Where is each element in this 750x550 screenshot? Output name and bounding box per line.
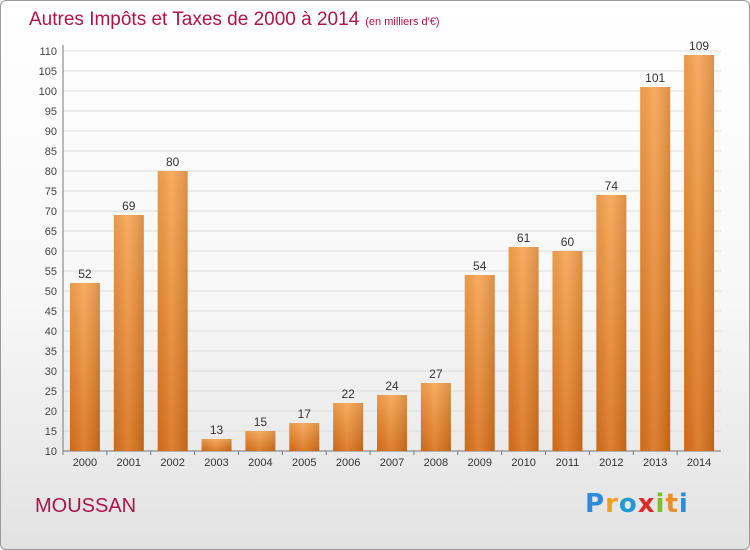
bar-shade xyxy=(552,251,583,451)
y-tick-label: 90 xyxy=(45,126,57,138)
bar-shade xyxy=(333,403,364,451)
x-tick-label: 2007 xyxy=(380,457,404,469)
data-label: 109 xyxy=(689,39,709,53)
data-label: 22 xyxy=(341,387,355,401)
commune-name: MOUSSAN xyxy=(35,495,137,517)
bar-shade xyxy=(640,87,671,451)
data-label: 80 xyxy=(166,155,180,169)
y-tick-label: 100 xyxy=(39,86,57,98)
data-label: 60 xyxy=(561,235,575,249)
y-tick-label: 20 xyxy=(45,406,57,418)
bar-shade xyxy=(69,283,100,451)
x-tick-label: 2004 xyxy=(248,457,272,469)
y-tick-label: 50 xyxy=(45,286,57,298)
y-tick-label: 55 xyxy=(45,266,57,278)
bar-shade xyxy=(420,383,451,451)
x-tick-label: 2011 xyxy=(556,457,580,469)
y-tick-label: 110 xyxy=(39,46,57,58)
x-tick-label: 2003 xyxy=(204,457,228,469)
x-tick-label: 2005 xyxy=(292,457,316,469)
x-tick-label: 2006 xyxy=(336,457,360,469)
y-tick-label: 35 xyxy=(45,346,57,358)
x-tick-label: 2013 xyxy=(643,457,667,469)
y-tick-label: 10 xyxy=(45,446,57,458)
y-tick-label: 60 xyxy=(45,246,57,258)
x-tick-label: 2010 xyxy=(511,457,535,469)
chart-unit-note: (en milliers d'€) xyxy=(365,16,440,28)
bar-shade xyxy=(684,55,715,451)
y-tick-label: 80 xyxy=(45,166,57,178)
y-tick-label: 40 xyxy=(45,326,57,338)
proxiti-logo: Proxiti xyxy=(585,489,689,519)
chart-title-text: Autres Impôts et Taxes de 2000 à 2014 xyxy=(29,9,360,30)
data-label: 52 xyxy=(78,267,92,281)
x-tick-label: 2012 xyxy=(599,457,623,469)
x-tick-label: 2002 xyxy=(160,457,184,469)
x-tick-label: 2009 xyxy=(467,457,491,469)
x-tick-label: 2014 xyxy=(687,457,711,469)
y-tick-label: 65 xyxy=(45,226,57,238)
y-tick-label: 15 xyxy=(45,426,57,438)
chart-title: Autres Impôts et Taxes de 2000 à 2014 (en… xyxy=(29,9,440,31)
y-tick-label: 95 xyxy=(45,106,57,118)
data-label: 74 xyxy=(605,179,619,193)
x-tick-label: 2000 xyxy=(73,457,97,469)
bar-shade xyxy=(289,423,320,451)
y-tick-label: 105 xyxy=(39,66,57,78)
y-tick-label: 70 xyxy=(45,206,57,218)
x-tick-label: 2008 xyxy=(424,457,448,469)
bar-shade xyxy=(201,439,232,451)
logo-letter: i xyxy=(678,489,689,519)
bar-shade xyxy=(157,171,188,451)
y-tick-label: 25 xyxy=(45,386,57,398)
logo-letter: x xyxy=(637,489,656,519)
data-label: 15 xyxy=(254,415,268,429)
logo-letter: i xyxy=(655,489,666,519)
y-tick-label: 85 xyxy=(45,146,57,158)
bar-shade xyxy=(508,247,539,451)
data-label: 69 xyxy=(122,199,136,213)
y-tick-label: 45 xyxy=(45,306,57,318)
y-tick-label: 30 xyxy=(45,366,57,378)
data-label: 24 xyxy=(385,379,399,393)
bar-shade xyxy=(245,431,276,451)
data-label: 17 xyxy=(298,407,312,421)
bar-shade xyxy=(596,195,627,451)
logo-letter: t xyxy=(665,489,679,519)
x-tick-label: 2001 xyxy=(117,457,141,469)
bar-shade xyxy=(464,275,495,451)
data-label: 101 xyxy=(645,71,665,85)
y-tick-label: 75 xyxy=(45,186,57,198)
bar-shade xyxy=(377,395,407,451)
data-label: 27 xyxy=(429,367,443,381)
logo-letter: P xyxy=(585,489,606,519)
data-label: 13 xyxy=(210,423,224,437)
logo-letter: o xyxy=(618,489,638,519)
data-label: 54 xyxy=(473,259,487,273)
bar-shade xyxy=(113,215,144,451)
data-label: 61 xyxy=(517,231,531,245)
logo-letter: r xyxy=(605,489,619,519)
